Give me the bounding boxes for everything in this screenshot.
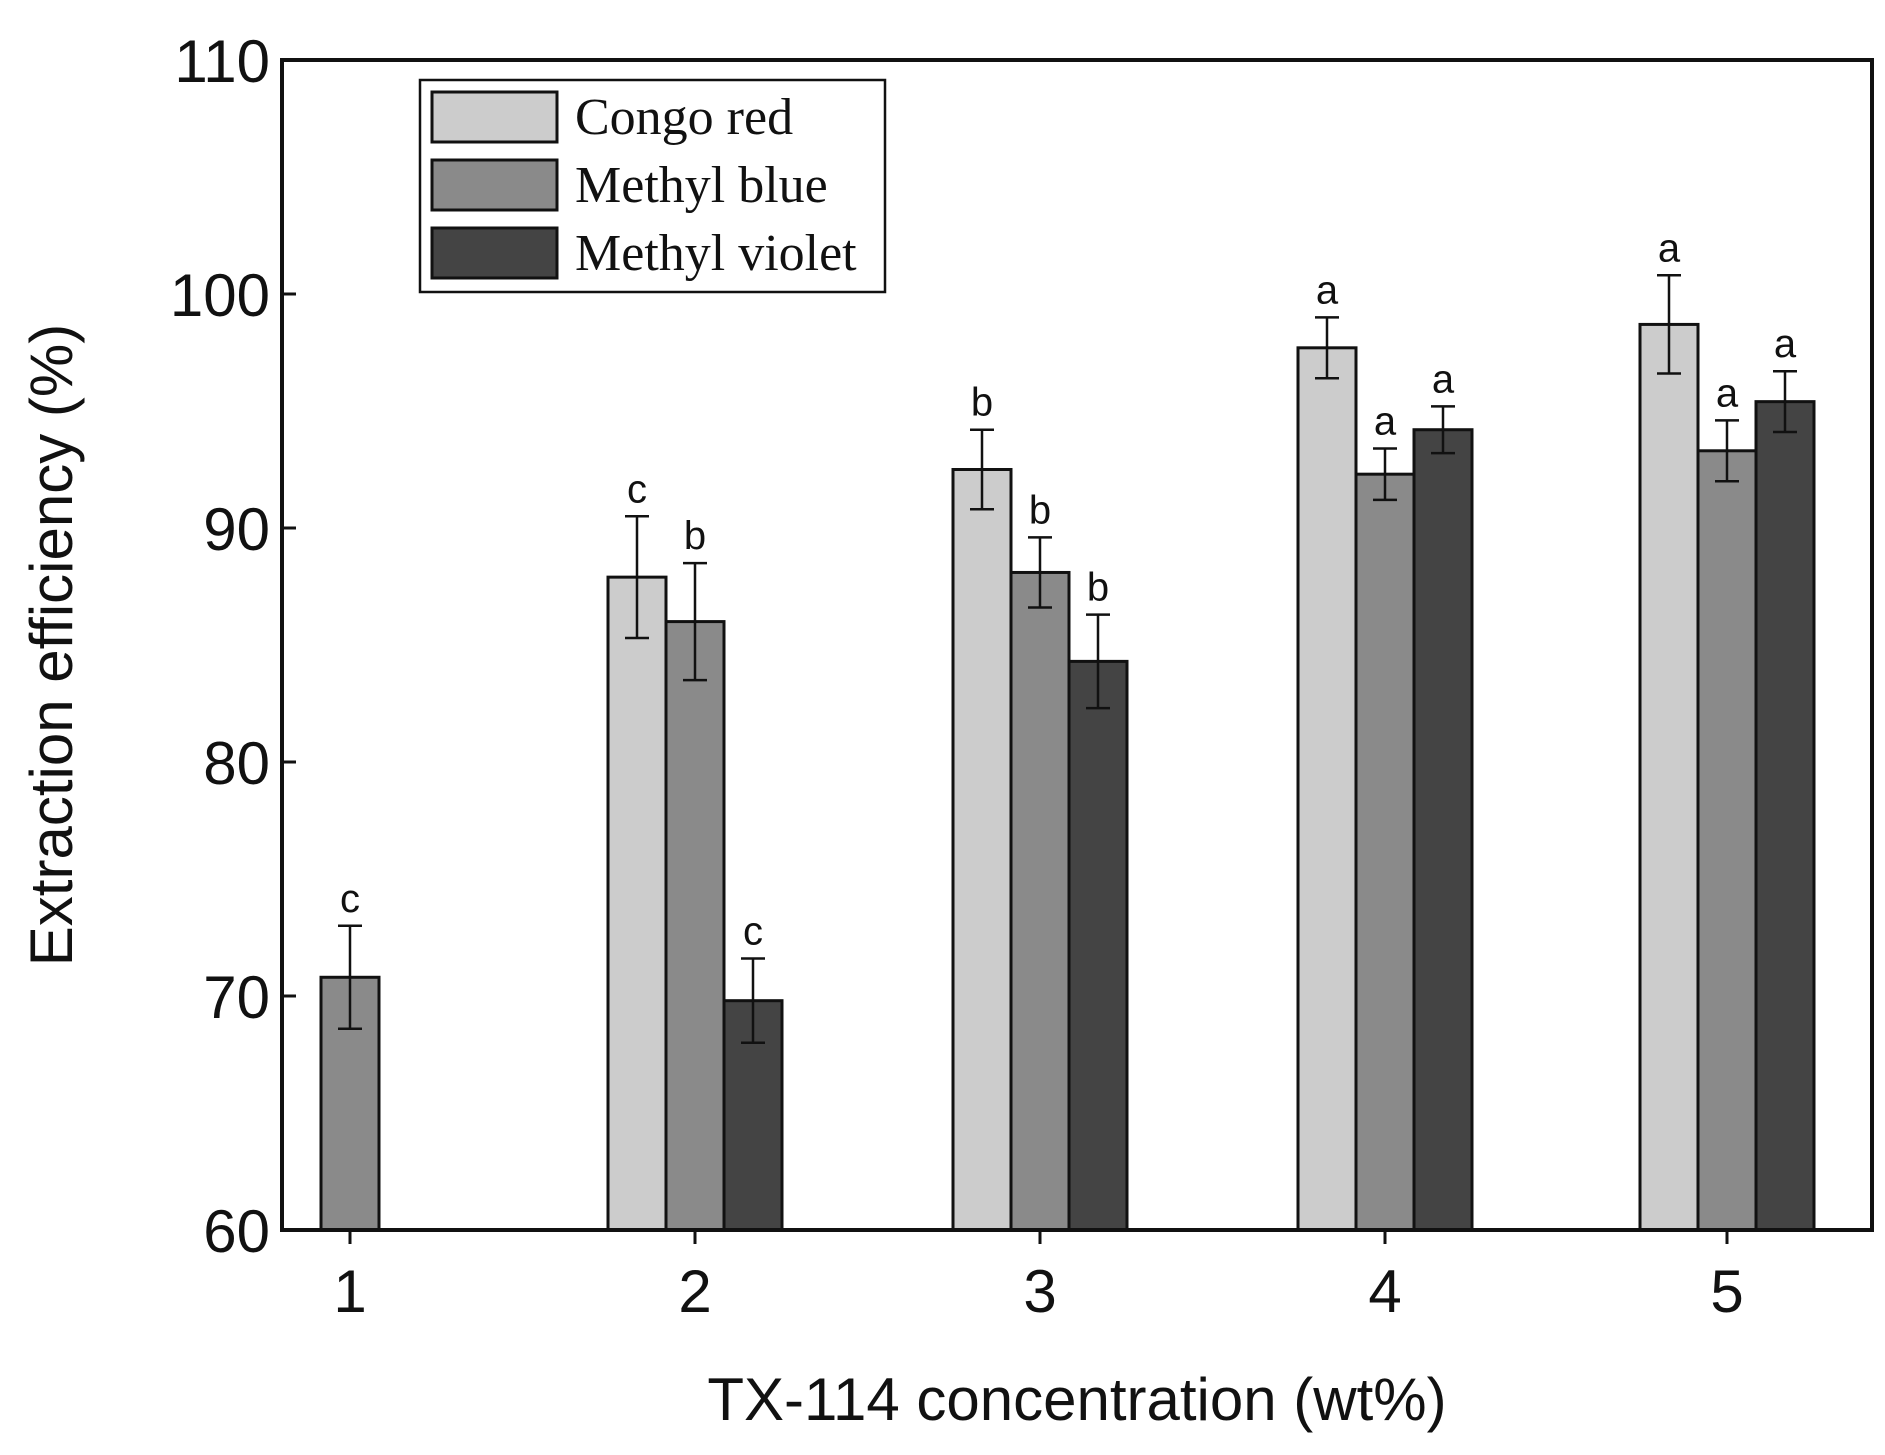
significance-label: c <box>743 910 763 954</box>
x-tick-label: 1 <box>333 1258 366 1325</box>
legend-label: Congo red <box>575 89 793 146</box>
bar <box>951 468 1013 1232</box>
legend-swatch <box>430 90 559 144</box>
significance-label: b <box>684 514 706 558</box>
significance-label: b <box>1087 566 1109 610</box>
bar <box>1696 449 1758 1232</box>
plot-frame <box>280 58 1874 1232</box>
bar <box>1412 428 1474 1232</box>
y-tick-label: 100 <box>170 262 270 329</box>
significance-label: b <box>971 381 993 425</box>
bar <box>606 575 668 1232</box>
x-tick-label: 3 <box>1023 1258 1056 1325</box>
bar <box>664 620 726 1232</box>
y-tick-label: 110 <box>174 28 270 95</box>
bar <box>1067 659 1129 1232</box>
legend-label: Methyl blue <box>575 157 828 214</box>
legend-label: Methyl violet <box>575 225 857 282</box>
legend-swatch <box>430 226 559 280</box>
y-tick-label: 70 <box>203 964 270 1031</box>
significance-label: a <box>1716 371 1739 415</box>
significance-label: b <box>1029 488 1051 532</box>
bar <box>1754 400 1816 1232</box>
legend: Congo red Methyl blue Methyl violet <box>418 78 887 294</box>
y-tick-label: 90 <box>203 496 270 563</box>
bar <box>1009 570 1071 1232</box>
significance-label: a <box>1658 226 1681 270</box>
y-tick-label: 80 <box>203 730 270 797</box>
bar <box>1638 322 1700 1232</box>
x-tick-label: 2 <box>678 1258 711 1325</box>
significance-label: a <box>1432 357 1455 401</box>
significance-label: a <box>1316 268 1339 312</box>
y-tick-label: 60 <box>203 1198 270 1265</box>
significance-label: c <box>627 467 647 511</box>
significance-label: a <box>1774 322 1797 366</box>
significance-label: c <box>340 877 360 921</box>
y-axis-title: Extraction efficiency (%) <box>18 324 85 966</box>
x-tick-label: 5 <box>1710 1258 1743 1325</box>
bar <box>1354 472 1416 1232</box>
x-axis-title: TX-114 concentration (wt%) <box>707 1366 1446 1433</box>
significance-label: a <box>1374 399 1397 443</box>
x-tick-label: 4 <box>1368 1258 1401 1325</box>
legend-swatch <box>430 158 559 212</box>
ticks-layer: 60 70 80 90 100 110 1 2 3 4 5 <box>170 28 1744 1325</box>
bar <box>1296 346 1358 1232</box>
